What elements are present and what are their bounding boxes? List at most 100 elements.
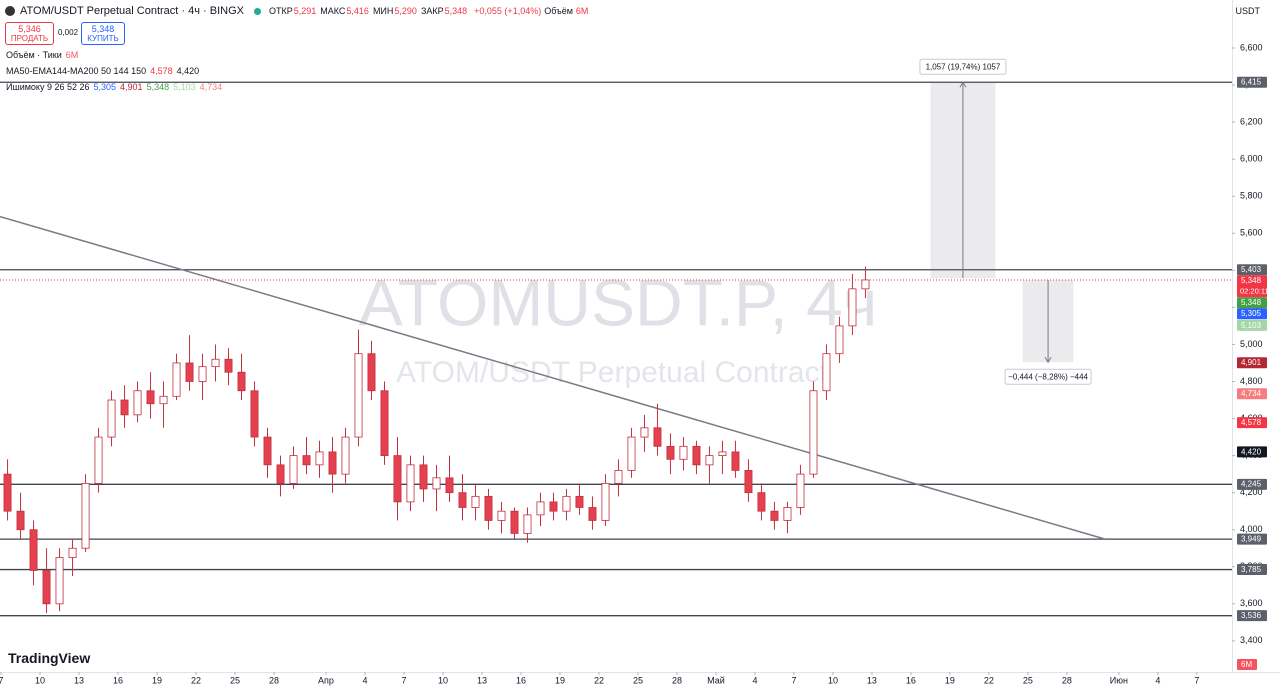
x-tick-label: 28 xyxy=(269,675,279,685)
indicator-name: Ишимоку 9 26 52 26 xyxy=(6,82,90,92)
candle-body xyxy=(276,464,285,484)
candle-body xyxy=(614,470,623,484)
y-tick-label: 5,000 xyxy=(1240,339,1263,349)
watermark-name: ATOM/USDT Perpetual Contract xyxy=(396,356,828,389)
candle-body xyxy=(159,395,168,405)
ohlc-key: ЗАКР xyxy=(420,6,444,16)
volume-value: 6M xyxy=(575,6,589,16)
candle-body xyxy=(666,445,675,460)
x-tick-label: 22 xyxy=(191,675,201,685)
candle-body xyxy=(796,473,805,508)
x-tick-label: 7 xyxy=(791,675,796,685)
candle-body xyxy=(328,451,337,475)
symbol[interactable]: ATOM/USDT Perpetual Contract · 4ч · BING… xyxy=(20,5,244,17)
sell-label: ПРОДАТЬ xyxy=(10,34,49,43)
volume-label: Объём xyxy=(544,6,573,16)
candle-body xyxy=(380,390,389,456)
x-tick-label: 10 xyxy=(35,675,45,685)
measure-label-box xyxy=(1004,368,1092,385)
candle-body xyxy=(81,482,90,549)
buy-button[interactable]: 5,348 КУПИТЬ xyxy=(81,22,125,45)
candle-body xyxy=(250,390,259,438)
candle-body xyxy=(575,495,584,508)
candle-body xyxy=(146,390,155,405)
candle-body xyxy=(640,427,649,438)
candle-body xyxy=(120,399,129,416)
candle-body xyxy=(679,445,688,460)
candle-body xyxy=(757,492,766,512)
measure-label-box xyxy=(919,58,1007,75)
x-tick-label: 13 xyxy=(74,675,84,685)
ohlc-key: МАКС xyxy=(320,6,346,16)
candle-body xyxy=(107,399,116,438)
x-tick-label: Май xyxy=(707,675,725,685)
currency[interactable]: USDT xyxy=(1235,6,1261,16)
price-badge-label: 5,348 xyxy=(1241,276,1262,285)
price-badge xyxy=(1237,76,1267,88)
x-tick-label: 25 xyxy=(230,675,240,685)
candle-body xyxy=(445,477,454,494)
x-tick-label: 4 xyxy=(752,675,757,685)
price-badge xyxy=(1237,264,1267,276)
price-badge-label: 4,420 xyxy=(1241,447,1262,456)
candle-body xyxy=(354,353,363,438)
candle-body xyxy=(55,557,64,605)
candle-body xyxy=(822,353,831,392)
candle-body xyxy=(653,427,662,447)
price-badge xyxy=(1237,446,1267,458)
sell-price: 5,346 xyxy=(18,24,41,34)
price-badge-label: 3,949 xyxy=(1241,535,1262,544)
change: +0,055 (+1,04%) xyxy=(474,6,542,16)
indicator-row: Объём · Тики 6M xyxy=(6,50,82,60)
price-badge-label: 4,578 xyxy=(1241,418,1262,427)
price-badge xyxy=(1237,388,1267,400)
candle-body xyxy=(302,455,311,466)
price-countdown: 02:20:11 xyxy=(1240,287,1269,296)
x-tick-label: 19 xyxy=(555,675,565,685)
candle-body xyxy=(458,492,467,508)
price-badge-label: 5,348 xyxy=(1241,298,1262,307)
watermark-symbol: ATOMUSDT.P, 4ч xyxy=(359,265,878,339)
sell-button[interactable]: 5,346 ПРОДАТЬ xyxy=(5,22,54,45)
price-badge xyxy=(1237,564,1267,576)
price-badge xyxy=(1237,417,1267,429)
symbol-icon xyxy=(5,6,15,16)
candle-body xyxy=(16,510,25,531)
candle-body xyxy=(198,366,207,382)
candle-body xyxy=(185,362,194,382)
candle-body xyxy=(536,501,545,516)
measure-arrowhead xyxy=(1044,356,1052,364)
x-tick-label: 19 xyxy=(945,675,955,685)
candle-body xyxy=(601,482,610,521)
x-tick-label: 7 xyxy=(401,675,406,685)
price-badge-label: 5,103 xyxy=(1241,321,1262,330)
y-tick-label: 3,400 xyxy=(1240,635,1263,645)
candle-body xyxy=(133,390,142,416)
price-badge xyxy=(1237,275,1267,298)
trend-line xyxy=(0,215,1105,540)
ohlc: ОТКР 5,291 МАКС 5,416 МИН 5,290 ЗАКР 5,348 xyxy=(269,6,471,16)
x-tick-label: 22 xyxy=(984,675,994,685)
ohlc-key: МИН xyxy=(372,6,394,16)
price-badge xyxy=(1237,297,1267,309)
y-tick-label: 4,000 xyxy=(1240,524,1263,534)
candle-body xyxy=(562,495,571,512)
price-badge-label: 5,305 xyxy=(1241,309,1262,318)
logo[interactable]: TradingView xyxy=(8,650,91,666)
x-tick-label: 16 xyxy=(113,675,123,685)
price-badge-label: 5,403 xyxy=(1241,265,1262,274)
y-tick-label: 4,200 xyxy=(1240,487,1263,497)
x-tick-label: 25 xyxy=(633,675,643,685)
indicator-value: 4,578 xyxy=(150,66,173,76)
candle-body xyxy=(783,507,792,521)
y-tick-label: 4,800 xyxy=(1240,376,1263,386)
measure-arrowhead xyxy=(959,81,967,88)
candle-body xyxy=(419,464,428,490)
y-tick-label: 6,200 xyxy=(1240,116,1263,126)
x-tick-label: 28 xyxy=(1062,675,1072,685)
candle-body xyxy=(289,455,298,484)
indicator-value: 6M xyxy=(65,50,79,60)
candle-body xyxy=(523,514,532,534)
indicator-name: MA50-EMA144-MA200 50 144 150 xyxy=(6,66,147,76)
